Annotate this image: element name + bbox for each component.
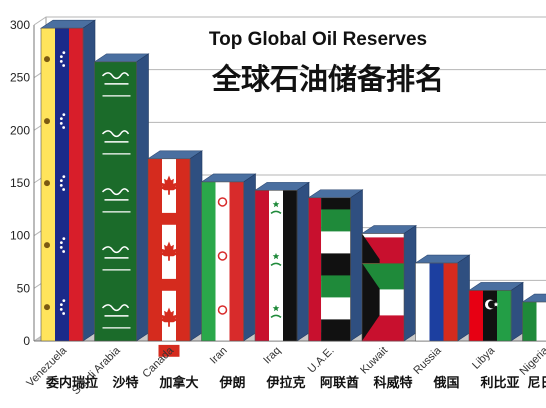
bar-kuwait [361,224,417,342]
bar-uae [307,189,364,342]
flag-uae [308,197,351,342]
bars [40,19,546,357]
x-tick-label-zh: 利比亚 [480,375,519,391]
x-tick-label-zh: 沙特 [112,375,138,391]
flag-nigeria [522,302,546,341]
x-tick-label-zh: 伊朗 [218,375,245,391]
x-tick-label-zh: 尼日利亚 [527,375,546,391]
flag-saudi-arabia [94,61,137,341]
x-tick-label: Kuwait [358,345,390,377]
bar-libya [468,281,524,342]
x-tick-label-zh: 加拿大 [158,375,198,391]
x-tick-label-zh: 委内瑞拉 [45,375,98,391]
bar-iran [200,173,257,342]
bar-side-face [82,19,96,342]
gridline [33,16,546,26]
x-tick-label-zh: 科威特 [373,375,412,391]
y-tick-label: 100 [10,229,30,243]
bar-nigeria [521,293,546,342]
x-tick-label: Russia [411,344,444,377]
bar-iraq [254,181,310,342]
bar-top-face [521,293,546,303]
flag-libya [469,290,512,341]
x-tick-label-zh: 俄国 [432,375,459,391]
y-tick-label: 300 [10,18,30,32]
bar-side-face [457,254,470,342]
x-tick-label: U.A.E. [306,345,337,376]
bar-side-face [403,224,417,342]
bar-saudi-arabia [93,53,150,342]
x-tick-label-zh: 伊拉克 [265,375,305,391]
x-tick-label: Nigeria [518,344,546,378]
flag-iran [201,181,244,341]
y-tick-label: 200 [10,123,30,137]
flag-canada [148,158,191,357]
y-tick-label: 150 [10,176,30,190]
bar-side-face [296,181,310,342]
flag-russia [415,263,458,341]
bar-side-face [243,173,256,342]
x-tick-label: Iraq [261,345,283,367]
x-tick-label: Libya [470,344,498,372]
x-tick-label-zh: 阿联酋 [320,375,359,391]
y-tick-label: 0 [23,334,30,348]
y-tick-label: 50 [17,281,31,295]
bar-side-face [510,281,524,342]
flag-venezuela [41,28,84,341]
flag-iraq [255,190,298,341]
bar-venezuela [40,19,96,342]
chart-title: Top Global Oil Reserves [209,29,427,50]
bar-side-face [189,150,203,342]
chart-subtitle: 全球石油储备排名 [211,62,444,96]
x-tick-label: Iran [208,345,230,367]
y-tick-label: 250 [10,71,30,85]
bar-side-face [350,189,363,342]
bar-canada [147,150,203,357]
bar-russia [414,254,471,342]
flag-kuwait [362,233,404,342]
bar-side-face [136,53,149,342]
